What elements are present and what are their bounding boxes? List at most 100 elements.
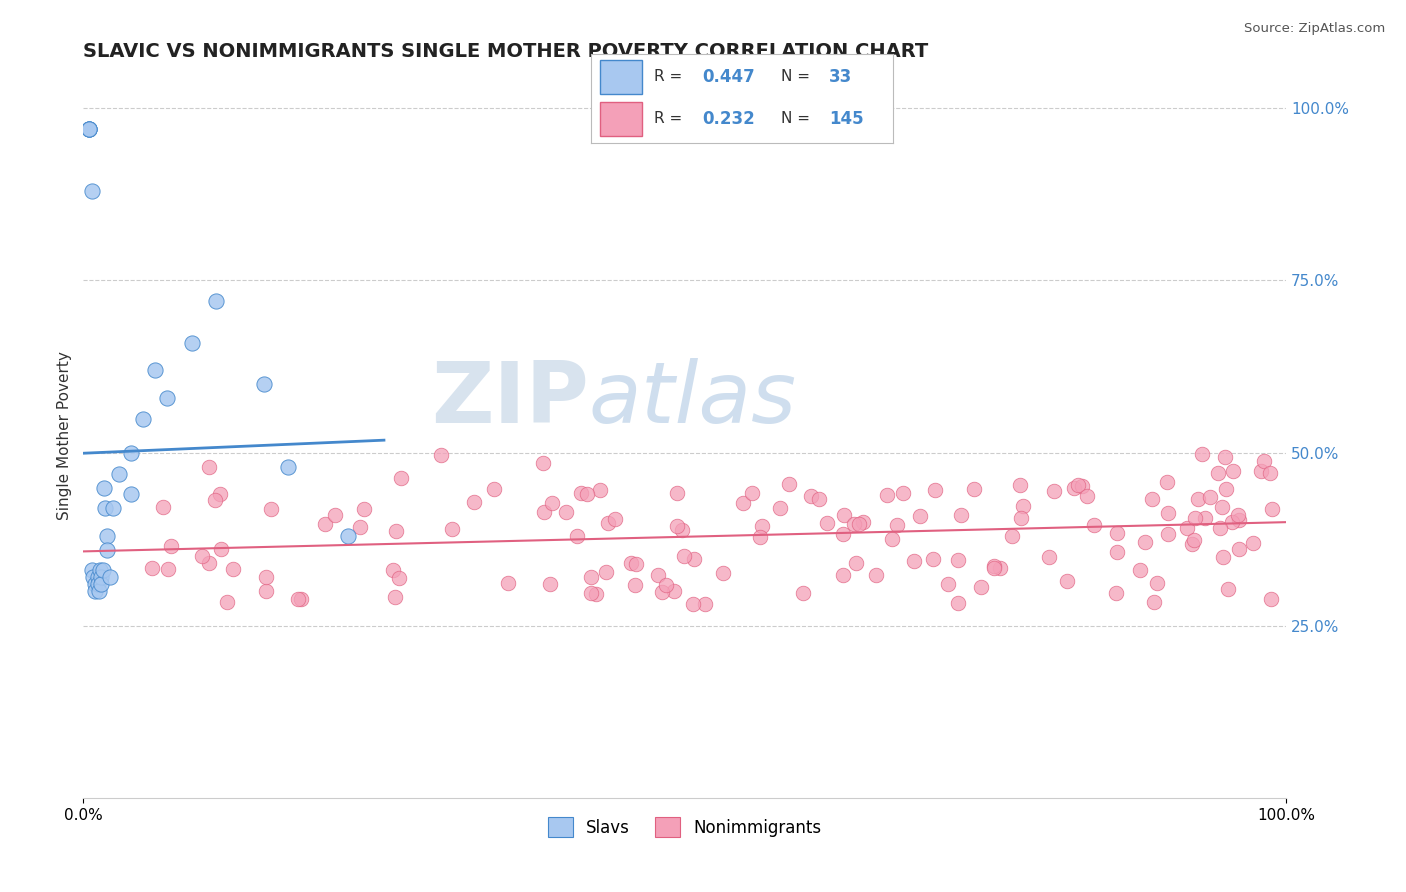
Point (389, 471, 412, 485)
Point (924, 483, 946, 497)
Point (1182, 533, 1205, 548)
Point (103, 501, 125, 516)
Point (198, 556, 221, 570)
Point (180, 335, 202, 350)
Point (191, 549, 214, 564)
Point (80, 184, 103, 198)
Point (778, 477, 800, 491)
Point (120, 487, 142, 501)
Point (1181, 537, 1204, 551)
Point (620, 556, 643, 570)
Point (741, 486, 763, 500)
Point (141, 561, 163, 575)
Text: N =: N = (780, 70, 815, 84)
Point (751, 519, 773, 533)
Point (87, 584, 110, 599)
Point (440, 522, 463, 536)
Point (1175, 521, 1198, 535)
Point (463, 495, 485, 509)
Point (665, 519, 688, 533)
Point (693, 597, 716, 611)
Point (842, 516, 865, 531)
Point (82, 570, 104, 584)
Point (152, 500, 174, 514)
Point (79, 121, 101, 136)
Point (595, 565, 617, 579)
Point (93, 481, 115, 495)
Point (1156, 475, 1178, 489)
Text: 0.232: 0.232 (703, 110, 755, 128)
Point (585, 587, 607, 601)
Point (159, 539, 181, 553)
Point (865, 567, 887, 582)
Point (910, 509, 932, 524)
Text: 0.447: 0.447 (703, 68, 755, 86)
Point (98, 570, 121, 584)
Point (579, 586, 602, 600)
Point (1104, 586, 1126, 600)
Point (1076, 489, 1098, 503)
Point (1191, 447, 1213, 461)
Point (1260, 591, 1282, 606)
Point (108, 467, 131, 481)
Point (540, 496, 562, 510)
Point (665, 486, 688, 500)
Point (1105, 526, 1128, 541)
Point (84, 577, 107, 591)
Point (948, 553, 970, 567)
Point (84, 584, 107, 599)
Point (1215, 482, 1237, 496)
Point (588, 483, 610, 497)
Text: atlas: atlas (589, 358, 796, 441)
Point (988, 561, 1011, 575)
Point (800, 489, 823, 503)
Point (1067, 478, 1090, 492)
Point (555, 505, 578, 519)
FancyBboxPatch shape (599, 102, 643, 136)
Point (209, 542, 232, 557)
Point (90, 570, 112, 584)
Point (388, 571, 411, 585)
Point (852, 516, 875, 530)
Point (254, 584, 277, 599)
Text: 33: 33 (830, 68, 852, 86)
Point (1157, 527, 1180, 541)
Point (1209, 521, 1232, 535)
FancyBboxPatch shape (599, 60, 643, 94)
Point (156, 391, 179, 405)
Point (1258, 466, 1281, 480)
Point (217, 595, 239, 609)
Text: R =: R = (654, 112, 688, 126)
Point (1143, 595, 1166, 609)
Point (831, 527, 853, 541)
Point (876, 488, 898, 502)
Point (87, 577, 110, 591)
Point (891, 486, 914, 500)
Point (96, 529, 118, 543)
Point (1222, 464, 1244, 478)
Point (385, 524, 408, 538)
Point (1071, 479, 1094, 493)
Point (983, 558, 1005, 573)
Point (682, 552, 704, 566)
Point (482, 482, 505, 496)
Point (749, 530, 772, 544)
Point (1105, 544, 1128, 558)
Point (290, 592, 312, 607)
Point (1042, 484, 1064, 499)
Point (222, 562, 245, 576)
Point (647, 567, 669, 582)
Point (260, 501, 283, 516)
Point (1184, 511, 1206, 525)
Point (903, 554, 925, 568)
Point (565, 529, 588, 543)
Point (1083, 517, 1105, 532)
Point (921, 552, 943, 566)
Point (254, 569, 277, 583)
Point (950, 508, 973, 522)
Point (79, 121, 101, 136)
Point (336, 529, 359, 543)
Point (832, 508, 855, 522)
Point (970, 581, 993, 595)
Point (598, 516, 620, 530)
